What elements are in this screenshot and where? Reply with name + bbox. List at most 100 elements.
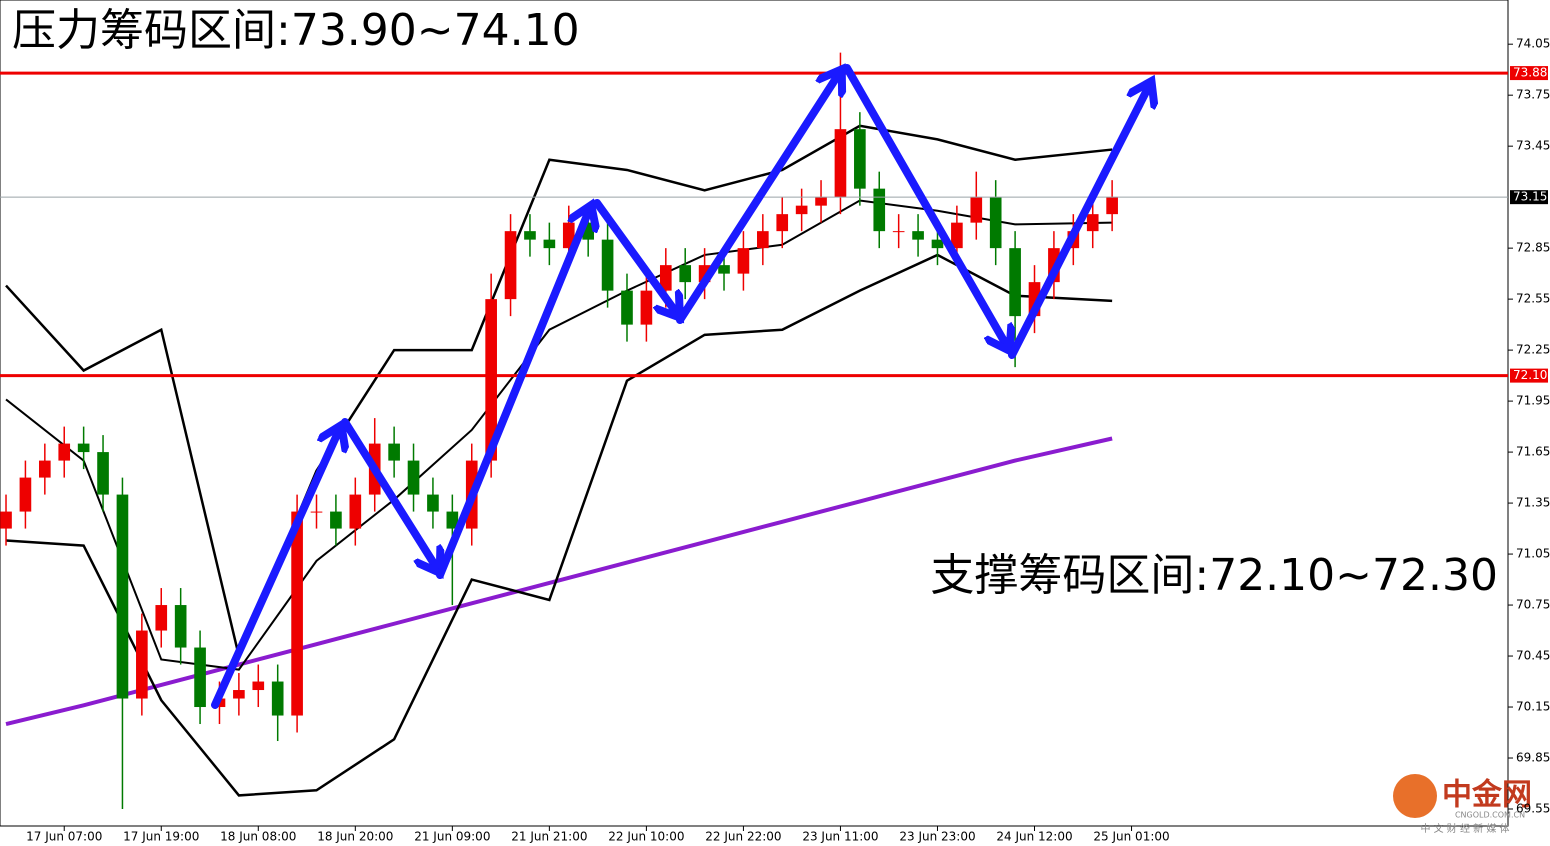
- candle-body: [504, 231, 517, 300]
- y-tick-label: 72.55: [1516, 292, 1550, 306]
- candle-body: [1086, 214, 1099, 232]
- y-tick-label: 73.75: [1516, 88, 1550, 102]
- logo-name: 中金网: [1442, 778, 1532, 813]
- y-tick-label: 72.25: [1516, 343, 1550, 357]
- candle-body: [757, 231, 769, 249]
- y-tick-label: 70.45: [1516, 649, 1550, 663]
- x-tick-label: 25 Jun 01:00: [1093, 830, 1169, 844]
- indicator-line: [5, 253, 1113, 797]
- price-label: 72.10: [1513, 368, 1547, 382]
- candle-body: [77, 443, 90, 453]
- candle-body: [291, 511, 303, 716]
- x-tick-label: 17 Jun 07:00: [26, 830, 102, 844]
- candle-body: [136, 630, 148, 699]
- candle-body: [388, 443, 400, 461]
- y-tick-label: 69.85: [1516, 751, 1550, 765]
- annotation: 压力筹码区间:73.90~74.10: [12, 5, 580, 56]
- candle-body: [815, 197, 827, 206]
- indicator-line: [5, 199, 1113, 671]
- x-tick-label: 18 Jun 08:00: [220, 830, 296, 844]
- candle-body: [698, 265, 711, 283]
- arrow: [593, 199, 678, 315]
- candle-body: [194, 647, 206, 708]
- candle-body: [97, 452, 109, 495]
- x-tick-label: 21 Jun 09:00: [414, 830, 490, 844]
- candle-body: [58, 443, 71, 461]
- candle-body: [873, 188, 886, 232]
- arrow: [1008, 84, 1150, 359]
- x-tick-label: 23 Jun 23:00: [899, 830, 975, 844]
- trend-arrows: [211, 68, 1150, 709]
- plot-area: [0, 0, 1509, 827]
- indicator-line: [5, 124, 1113, 661]
- arrow: [341, 418, 438, 570]
- candle-body: [951, 222, 963, 249]
- candle-body: [310, 511, 323, 513]
- candle-body: [562, 222, 575, 249]
- x-tick-label: 18 Jun 20:00: [317, 830, 393, 844]
- logo-slogan: 中 文 财 经 新 媒 体: [1420, 822, 1509, 835]
- candle-body: [485, 299, 497, 461]
- x-tick-label: 24 Jun 12:00: [996, 830, 1072, 844]
- y-tick-label: 72.85: [1516, 241, 1550, 255]
- y-tick-label: 71.05: [1516, 547, 1550, 561]
- x-tick-label: 22 Jun 10:00: [608, 830, 684, 844]
- candle-body: [1028, 282, 1041, 317]
- candle-body: [174, 605, 187, 648]
- candle-body: [1106, 197, 1118, 215]
- candle-body: [39, 460, 51, 478]
- candle-body: [679, 265, 692, 283]
- candle-body: [543, 239, 556, 249]
- candle-body: [854, 129, 866, 189]
- y-tick-label: 71.65: [1516, 445, 1550, 459]
- candle-body: [659, 265, 672, 291]
- price-box: [1510, 368, 1548, 383]
- y-tick-label: 73.45: [1516, 139, 1550, 153]
- candle-body: [621, 290, 633, 325]
- candle-body: [640, 290, 653, 325]
- price-label: 73.15: [1513, 190, 1547, 204]
- candle-body: [1009, 248, 1021, 317]
- candle-body: [912, 231, 924, 240]
- annotation: 支撑筹码区间:72.10~72.30: [930, 550, 1498, 601]
- arrow: [676, 72, 840, 324]
- candle-body: [892, 231, 905, 233]
- candle-body: [330, 511, 342, 529]
- indicator-line: [5, 436, 1113, 726]
- candle-body: [0, 511, 12, 529]
- candle-body: [524, 231, 536, 240]
- arrow: [436, 208, 590, 579]
- price-box: [1510, 190, 1548, 205]
- candle-body: [737, 248, 750, 274]
- candle-body: [233, 690, 245, 699]
- candle-body: [989, 197, 1002, 249]
- candle-body: [931, 239, 944, 249]
- candle-body: [446, 511, 459, 529]
- x-tick-label: 22 Jun 22:00: [705, 830, 781, 844]
- candle-body: [795, 205, 808, 215]
- x-tick-label: 23 Jun 11:00: [802, 830, 878, 844]
- y-tick-label: 70.75: [1516, 598, 1550, 612]
- candle-body: [834, 129, 847, 198]
- candle-body: [427, 494, 439, 512]
- logo-icon: [1393, 774, 1437, 818]
- candle-body: [601, 239, 614, 291]
- candle-body: [349, 494, 362, 529]
- x-tick-label: 17 Jun 19:00: [123, 830, 199, 844]
- price-box: [1510, 66, 1548, 81]
- candle-body: [718, 265, 730, 274]
- y-tick-label: 69.55: [1516, 802, 1550, 816]
- candle-body: [116, 494, 129, 699]
- price-label: 73.88: [1513, 66, 1547, 80]
- logo: 中金网 CNGOLD.COM.CN 中 文 财 经 新 媒 体: [1393, 774, 1532, 835]
- y-tick-label: 74.05: [1516, 37, 1550, 51]
- candle-body: [407, 460, 420, 495]
- candle-body: [19, 477, 32, 512]
- y-tick-label: 71.35: [1516, 496, 1550, 510]
- candle-body: [252, 681, 265, 691]
- y-tick-label: 70.15: [1516, 700, 1550, 714]
- candle-body: [970, 197, 983, 223]
- x-tick-label: 21 Jun 21:00: [511, 830, 587, 844]
- logo-url: CNGOLD.COM.CN: [1455, 811, 1525, 820]
